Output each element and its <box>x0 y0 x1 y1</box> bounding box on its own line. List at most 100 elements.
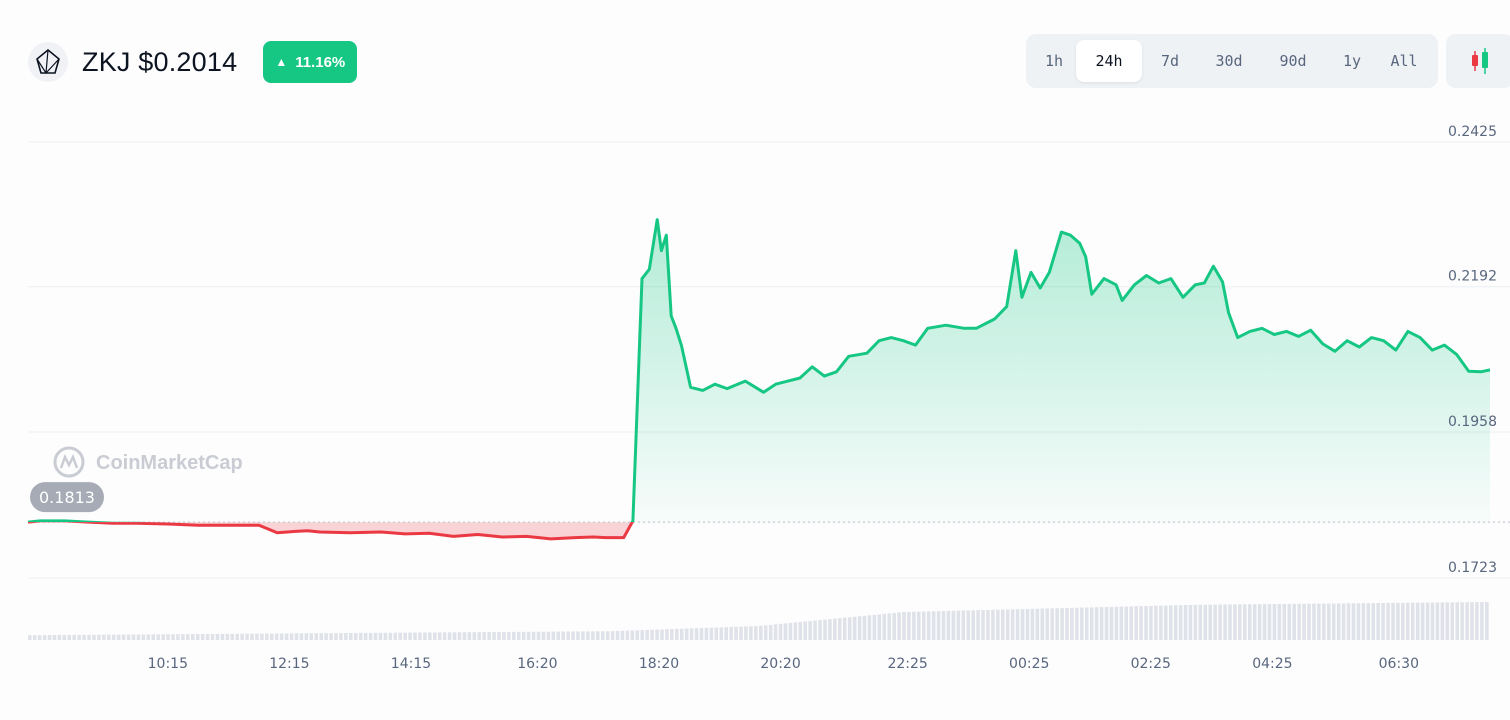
volume-bar <box>1396 602 1400 640</box>
volume-bar <box>640 630 644 640</box>
volume-bar <box>190 634 195 640</box>
tab-1y[interactable]: 1y <box>1342 52 1362 70</box>
volume-bar <box>946 610 951 640</box>
volume-bar <box>526 631 531 640</box>
volume-bar <box>1410 602 1415 640</box>
tab-all[interactable]: All <box>1390 52 1418 70</box>
volume-bar <box>1119 606 1124 640</box>
volume-bar <box>1267 604 1272 640</box>
volume-bar <box>986 609 990 640</box>
x-tick-label: 18:20 <box>639 656 679 672</box>
volume-bar <box>1035 608 1040 640</box>
volume-bar <box>1435 602 1440 640</box>
volume-bar <box>1420 602 1425 640</box>
volume-bar <box>1238 604 1242 640</box>
volume-bar <box>1104 607 1109 640</box>
chart-type-toggle[interactable] <box>1446 34 1510 88</box>
watermark-text: CoinMarketCap <box>96 452 243 474</box>
volume-bar <box>294 633 299 640</box>
volume-bar <box>393 632 398 640</box>
volume-bar <box>171 634 175 640</box>
volume-bar <box>299 633 304 640</box>
volume-bar <box>67 634 72 640</box>
volume-bar <box>931 611 936 640</box>
tab-24h[interactable]: 24h <box>1076 40 1142 82</box>
volume-bar <box>166 634 170 640</box>
tab-30d[interactable]: 30d <box>1215 52 1243 70</box>
volume-bar <box>976 610 980 640</box>
volume-bar <box>1164 605 1168 640</box>
volume-bar <box>452 632 457 640</box>
volume-bar <box>842 617 847 640</box>
volume-bar <box>768 624 773 640</box>
volume-bar <box>847 617 852 640</box>
volume-bar <box>719 627 724 640</box>
volume-bar <box>195 634 200 640</box>
volume-bar <box>240 633 244 640</box>
tab-1h[interactable]: 1h <box>1044 52 1064 70</box>
volume-bar <box>1415 602 1420 640</box>
volume-bar <box>1401 602 1405 640</box>
volume-bar <box>52 635 57 640</box>
volume-bar <box>941 611 946 640</box>
volume-bar <box>161 634 165 640</box>
volume-bar <box>778 623 783 640</box>
volume-bar <box>635 630 640 640</box>
volume-bar <box>541 631 546 640</box>
volume-bar <box>665 629 669 640</box>
volume-bar <box>62 634 67 640</box>
price-line-down <box>28 522 634 541</box>
volume-bar <box>319 633 323 640</box>
price-areas <box>28 219 1490 539</box>
volume-bar <box>1351 603 1356 640</box>
volume-bar <box>902 612 906 640</box>
volume-bar <box>714 627 719 640</box>
tab-7d[interactable]: 7d <box>1160 52 1180 70</box>
volume-bar <box>388 632 393 640</box>
volume-bar <box>1139 606 1143 640</box>
volume-bar <box>428 632 432 640</box>
volume-bar <box>516 631 521 640</box>
volume-bar <box>1203 604 1208 640</box>
x-tick-label: 06:30 <box>1379 656 1419 672</box>
y-tick-label: 0.2192 <box>1448 269 1497 285</box>
volume-bar <box>655 629 659 640</box>
volume-bar <box>1084 607 1089 640</box>
volume-bar <box>1455 602 1459 640</box>
volume-bar <box>433 632 437 640</box>
volume-bar <box>136 634 141 640</box>
volume-bar <box>1065 607 1069 640</box>
candlestick-icon <box>1472 48 1488 74</box>
volume-bar <box>1346 603 1351 640</box>
volume-bar <box>309 633 314 640</box>
volume-bar <box>235 633 239 640</box>
x-tick-label: 10:15 <box>148 656 188 672</box>
volume-bar <box>1129 606 1133 640</box>
volume-bar <box>1149 605 1153 640</box>
x-tick-label: 22:25 <box>887 656 927 672</box>
volume-bar <box>1055 608 1059 640</box>
volume-bar <box>1193 604 1198 640</box>
volume-bar <box>1327 603 1331 640</box>
y-tick-label: 0.1958 <box>1448 414 1497 430</box>
volume-bar <box>1089 607 1094 640</box>
volume-bar <box>205 633 210 640</box>
volume-bar <box>600 631 605 640</box>
volume-bar <box>1331 603 1336 640</box>
volume-bar <box>1218 604 1222 640</box>
volume-bar <box>368 632 373 640</box>
volume-bar <box>1376 603 1380 640</box>
volume-bar <box>961 610 966 640</box>
zkj-polyhedron-icon <box>28 42 68 82</box>
volume-bar <box>926 611 931 640</box>
volume-bar <box>531 631 536 640</box>
volume-bar <box>615 631 620 640</box>
volume-bar <box>754 626 758 640</box>
volume-bar <box>724 627 728 640</box>
volume-bar <box>42 635 47 640</box>
volume-bar <box>265 633 269 640</box>
volume-bar <box>857 616 862 640</box>
tab-90d[interactable]: 90d <box>1279 52 1307 70</box>
volume-bar <box>838 618 842 640</box>
volume-bar <box>951 610 956 640</box>
